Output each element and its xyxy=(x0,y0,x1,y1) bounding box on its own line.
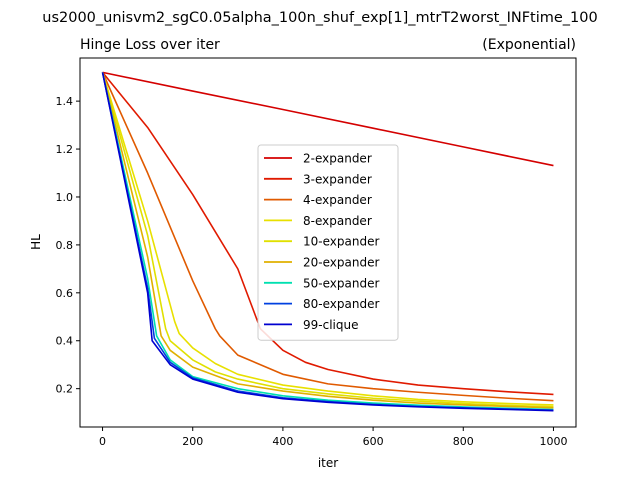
chart-title: Hinge Loss over iter xyxy=(80,37,220,53)
legend-label-1: 3-expander xyxy=(303,172,372,186)
y-tick-label-4: 1.0 xyxy=(56,191,74,204)
series-line-0 xyxy=(102,71,554,167)
x-axis: 0 200 400 600 800 1000 xyxy=(99,427,567,448)
x-tick-label-1: 200 xyxy=(182,435,203,448)
legend-label-2: 4-expander xyxy=(303,193,372,207)
x-tick-label-2: 400 xyxy=(272,435,293,448)
series-line-8 xyxy=(101,72,554,412)
figure-suptitle: us2000_unisvm2_sgC0.05alpha_100n_shuf_ex… xyxy=(42,10,597,26)
legend-label-5: 20-expander xyxy=(303,256,379,270)
legend-label-0: 2-expander xyxy=(303,152,372,166)
x-tick-label-4: 800 xyxy=(453,435,474,448)
legend-label-3: 8-expander xyxy=(303,214,372,228)
legend: 2-expander 3-expander 4-expander 8-expander… xyxy=(257,144,399,341)
series-line-6 xyxy=(101,72,554,411)
legend-label-4: 10-expander xyxy=(303,235,379,249)
x-axis-label: iter xyxy=(318,456,338,470)
series-line-4 xyxy=(101,72,554,408)
plot-area-frame xyxy=(79,57,577,428)
y-tick-label-5: 1.2 xyxy=(56,143,74,156)
y-tick-label-1: 0.4 xyxy=(56,335,74,348)
y-axis: 0.2 0.4 0.6 0.8 1.0 1.2 1.4 xyxy=(56,95,80,396)
legend-label-7: 80-expander xyxy=(303,297,379,311)
series-line-3 xyxy=(101,72,554,406)
series-layer xyxy=(101,71,554,412)
y-axis-label: HL xyxy=(29,234,43,250)
series-line-1 xyxy=(101,71,554,396)
series-line-2 xyxy=(101,72,554,402)
y-tick-label-2: 0.6 xyxy=(56,287,74,300)
x-tick-label-0: 0 xyxy=(99,435,106,448)
y-tick-label-6: 1.4 xyxy=(56,95,74,108)
chart-subtitle: (Exponential) xyxy=(482,37,576,53)
legend-label-6: 50-expander xyxy=(303,276,379,290)
legend-box xyxy=(257,144,399,341)
y-tick-label-0: 0.2 xyxy=(56,383,74,396)
legend-label-8: 99-clique xyxy=(303,318,358,332)
x-tick-label-5: 1000 xyxy=(539,435,567,448)
series-line-5 xyxy=(101,72,554,409)
y-tick-label-3: 0.8 xyxy=(56,239,74,252)
x-tick-label-3: 600 xyxy=(363,435,384,448)
